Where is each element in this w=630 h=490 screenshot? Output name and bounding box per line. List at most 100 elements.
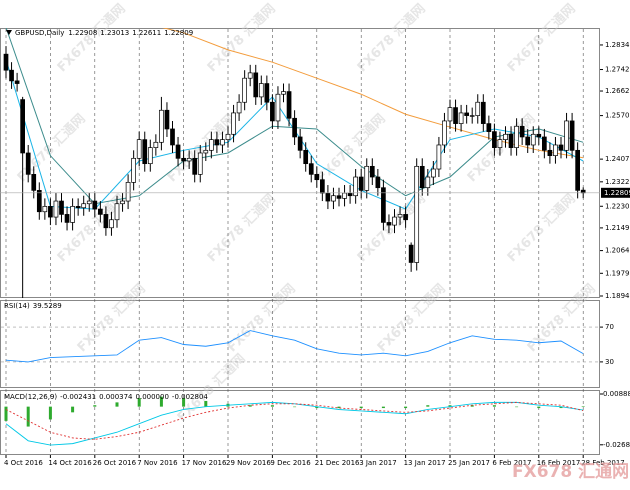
- candle-body: [381, 187, 386, 223]
- candle-body: [575, 149, 581, 191]
- candle-body: [508, 133, 514, 148]
- rsi-panel: [0, 300, 600, 388]
- candle-body: [308, 163, 314, 175]
- candle-body: [59, 200, 64, 215]
- candle-body: [342, 192, 347, 199]
- x-tick-label: 29 Nov 2016: [226, 459, 271, 467]
- candle-body: [170, 128, 175, 146]
- candle-body: [519, 125, 525, 138]
- macd-label: MACD(12,26,9): [4, 393, 57, 401]
- x-tick-label: 3 Jan 2017: [359, 459, 397, 467]
- low-readout: 1.22611: [132, 29, 161, 37]
- macd-histogram-bar: [4, 406, 8, 421]
- candle-body: [236, 101, 242, 114]
- candle-body: [503, 133, 508, 140]
- macd-histogram-bar: [448, 405, 452, 407]
- y-tick-label: 1.20645: [605, 247, 630, 255]
- candle-body: [536, 133, 542, 138]
- candle-body: [86, 200, 92, 205]
- candle-body: [369, 165, 375, 178]
- candle-body: [81, 203, 87, 209]
- candle-body: [320, 179, 325, 194]
- candle-body: [25, 152, 31, 175]
- macd-histogram-bar: [248, 405, 252, 407]
- macd-histogram-bar: [359, 406, 363, 409]
- candle-body: [425, 176, 431, 189]
- candle-body: [270, 101, 275, 122]
- candle-body: [114, 203, 120, 221]
- price-box: [601, 187, 630, 198]
- macd-readout: -0.002431: [60, 393, 96, 401]
- candle-body: [159, 109, 164, 143]
- rsi-title: RSI(14) 39.5289: [4, 302, 62, 310]
- candle-body: [331, 195, 336, 202]
- candle-body: [580, 189, 586, 194]
- candle-body: [541, 136, 547, 151]
- macd-histogram-bar: [159, 396, 163, 407]
- main-panel: [0, 28, 600, 298]
- candle-body: [53, 200, 59, 218]
- candle-body: [530, 133, 536, 146]
- macd-histogram-bar: [470, 405, 474, 407]
- candle-body: [358, 176, 364, 191]
- x-tick-label: 25 Jan 2017: [448, 459, 490, 467]
- candle-body: [347, 192, 353, 197]
- macd-readout: 0.000374: [99, 393, 133, 401]
- candle-body: [31, 174, 37, 191]
- macd-tick-label: 0.008888: [603, 390, 630, 398]
- macd-plot: [4, 396, 585, 446]
- candle-body: [336, 195, 342, 199]
- y-tick-label: 1.26620: [605, 87, 630, 95]
- x-tick-label: 13 Jan 2017: [404, 459, 446, 467]
- candle-body: [36, 190, 42, 213]
- y-tick-label: 1.18945: [605, 292, 630, 300]
- macd-histogram-bar: [515, 406, 519, 408]
- candle-body: [375, 176, 381, 189]
- y-tick-label: 1.25700: [605, 112, 630, 120]
- macd-histogram-bar: [337, 406, 341, 409]
- candle-body: [281, 91, 286, 95]
- candle-body: [464, 112, 469, 116]
- candle-body: [197, 152, 203, 175]
- candle-body: [325, 192, 331, 202]
- menu-arrow: [6, 30, 12, 35]
- x-tick-label: 4 Oct 2016: [4, 459, 43, 467]
- y-tick-label: 1.24070: [605, 155, 630, 163]
- candle-body: [92, 200, 98, 210]
- candle-body: [403, 214, 408, 221]
- candle-body: [397, 214, 403, 218]
- candle-body: [147, 147, 153, 165]
- candle-body: [386, 222, 392, 226]
- candle-body: [253, 72, 259, 98]
- candle-body: [125, 182, 131, 202]
- candle-body: [136, 139, 142, 159]
- candle-body: [297, 136, 303, 151]
- rsi-tick-label: 70: [605, 323, 614, 331]
- candle-body: [3, 53, 9, 71]
- macd-tick-label: -0.026827: [603, 441, 630, 449]
- candle-body: [109, 219, 114, 229]
- macd-histogram-bar: [492, 405, 496, 407]
- macd-histogram-bar: [315, 406, 319, 409]
- candle-body: [242, 77, 247, 103]
- close-readout: 1.22809: [164, 29, 193, 37]
- candle-body: [564, 120, 569, 151]
- candle-body: [9, 69, 14, 82]
- macd-histogram-bar: [537, 406, 541, 409]
- candle-body: [275, 93, 281, 122]
- candle-body: [192, 157, 198, 175]
- rsi-plot: [5, 330, 584, 363]
- y-tick-label: 1.23220: [605, 178, 630, 186]
- candle-body: [220, 139, 225, 146]
- rsi-label: RSI(14): [4, 302, 30, 310]
- candle-body: [480, 101, 486, 124]
- candle-body: [408, 244, 414, 263]
- macd-histogram-bar: [381, 406, 385, 409]
- rsi-tick-label: 30: [605, 358, 614, 366]
- macd-panel: [0, 390, 600, 455]
- candle-body: [442, 120, 447, 146]
- x-tick-label: 9 Dec 2016: [270, 459, 311, 467]
- candle-body: [303, 149, 309, 165]
- candle-body: [131, 157, 136, 183]
- price-label: 1.22809: [604, 189, 630, 197]
